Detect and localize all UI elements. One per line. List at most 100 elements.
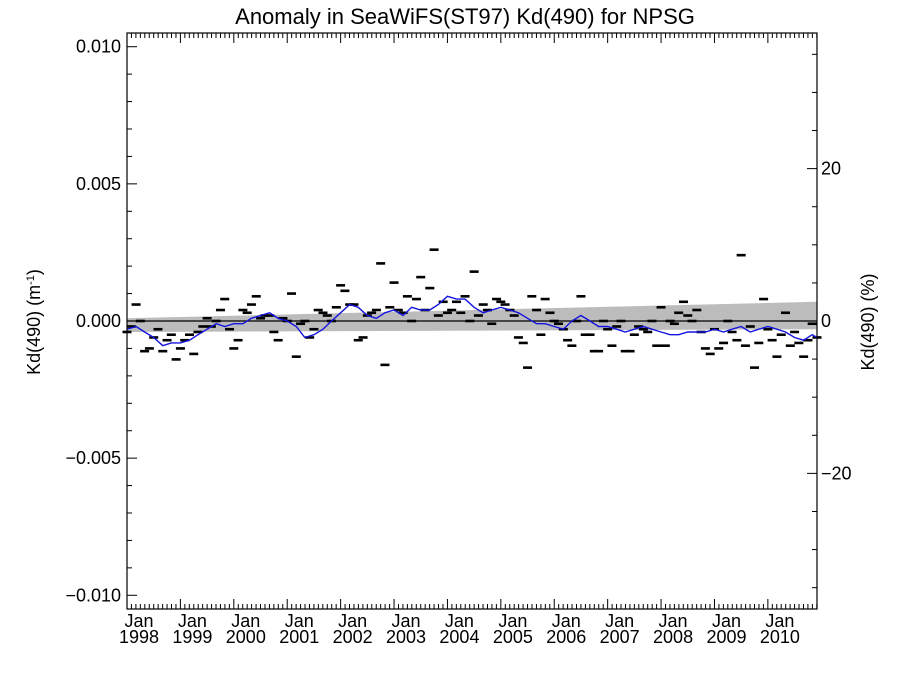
plot-area <box>122 32 822 610</box>
monthly-anomaly-marker <box>723 319 733 323</box>
monthly-anomaly-marker <box>513 336 523 339</box>
monthly-anomaly-marker <box>683 314 693 317</box>
monthly-anomaly-marker <box>665 319 675 323</box>
monthly-anomaly-marker <box>238 308 248 312</box>
monthly-anomaly-marker <box>656 305 666 309</box>
x-tick-month-label: Jan <box>605 611 634 631</box>
monthly-anomaly-marker <box>175 347 185 350</box>
monthly-anomaly-marker <box>393 308 403 312</box>
y-axis-label-right: Kd(490) (%) <box>858 273 878 370</box>
monthly-anomaly-marker <box>669 322 679 326</box>
monthly-anomaly-marker <box>523 366 533 369</box>
monthly-anomaly-marker <box>469 270 479 273</box>
monthly-anomaly-marker <box>460 295 470 298</box>
monthly-anomaly-marker <box>286 292 296 295</box>
monthly-anomaly-marker <box>153 327 163 331</box>
monthly-anomaly-marker <box>719 341 729 345</box>
monthly-anomaly-marker <box>700 347 710 350</box>
monthly-anomaly-marker <box>438 300 448 304</box>
x-tick-year-label: 1999 <box>172 627 212 647</box>
x-tick-month-label: Jan <box>712 611 741 631</box>
monthly-anomaly-marker <box>291 355 301 358</box>
monthly-anomaly-marker <box>736 253 746 257</box>
monthly-anomaly-marker <box>652 344 662 347</box>
monthly-anomaly-marker <box>509 314 519 317</box>
monthly-anomaly-marker <box>732 338 742 342</box>
running-mean-layer <box>126 295 818 347</box>
monthly-anomaly-marker <box>554 322 564 326</box>
monthly-anomaly-marker <box>629 333 639 337</box>
x-tick-year-label: 2007 <box>600 627 640 647</box>
monthly-anomaly-marker <box>500 303 510 306</box>
y-tick-label: −0.005 <box>65 448 121 468</box>
monthly-anomaly-marker <box>647 319 657 323</box>
monthly-anomaly-marker <box>572 319 582 323</box>
monthly-anomaly-marker <box>563 338 573 342</box>
monthly-anomaly-marker <box>643 330 653 334</box>
monthly-anomaly-marker <box>549 319 559 323</box>
monthly-anomaly-marker <box>692 308 702 312</box>
monthly-anomaly-marker <box>482 308 492 312</box>
monthly-anomaly-marker <box>487 322 497 326</box>
monthly-anomaly-marker <box>532 308 542 312</box>
monthly-anomaly-marker <box>496 300 506 304</box>
monthly-anomaly-marker <box>442 311 452 315</box>
monthly-anomaly-marker <box>580 333 590 337</box>
monthly-anomaly-marker <box>385 305 395 309</box>
monthly-anomaly-marker <box>131 303 141 306</box>
monthly-anomaly-marker <box>305 336 315 339</box>
monthly-anomaly-marker <box>660 344 670 347</box>
y-tick-label: 0.000 <box>76 311 121 331</box>
monthly-anomaly-marker <box>126 325 136 328</box>
y-right-tick-label: −20 <box>821 463 852 483</box>
monthly-anomaly-marker <box>251 295 261 298</box>
y-axis-label-close: ) <box>24 269 44 275</box>
monthly-anomaly-marker <box>336 284 346 287</box>
monthly-anomaly-marker <box>162 338 172 342</box>
x-tick-year-label: 2005 <box>493 627 533 647</box>
monthly-anomaly-marker <box>585 333 595 337</box>
monthly-anomaly-marker <box>180 338 190 342</box>
monthly-anomaly-marker <box>309 327 319 331</box>
x-tick-month-label: Jan <box>765 611 794 631</box>
monthly-anomaly-marker <box>740 344 750 347</box>
chart-title: Anomaly in SeaWiFS(ST97) Kd(490) for NPS… <box>235 4 695 29</box>
running-mean-line <box>126 295 818 347</box>
x-tick-month-label: Jan <box>178 611 207 631</box>
monthly-anomaly-marker <box>616 319 626 323</box>
monthly-anomaly-marker <box>678 300 688 304</box>
monthly-anomaly-marker <box>225 327 235 331</box>
monthly-anomaly-marker <box>340 289 350 293</box>
monthly-anomaly-marker <box>367 311 377 315</box>
monthly-anomaly-marker <box>750 366 760 369</box>
monthly-anomaly-marker <box>265 314 275 317</box>
monthly-anomaly-marker <box>416 275 426 279</box>
monthly-anomaly-marker <box>376 262 386 265</box>
monthly-anomaly-marker <box>296 322 306 326</box>
monthly-anomaly-marker <box>135 319 145 323</box>
monthly-anomaly-marker <box>473 314 483 317</box>
monthly-anomaly-marker <box>714 347 724 350</box>
monthly-anomaly-marker <box>273 338 283 342</box>
monthly-anomaly-marker <box>638 327 648 331</box>
monthly-anomaly-marker <box>246 303 256 306</box>
monthly-anomaly-marker <box>545 311 555 315</box>
monthly-anomaly-marker <box>433 314 443 317</box>
monthly-anomaly-marker <box>166 333 176 337</box>
monthly-anomaly-marker <box>158 349 168 353</box>
monthly-anomaly-marker <box>220 297 230 301</box>
monthly-anomaly-marker <box>527 295 537 298</box>
x-tick-month-label: Jan <box>445 611 474 631</box>
monthly-anomaly-marker <box>754 341 764 345</box>
x-tick-year-label: 2008 <box>653 627 693 647</box>
y-axis-label-superscript: -1 <box>25 275 37 285</box>
x-tick-year-label: 2002 <box>333 627 373 647</box>
monthly-anomaly-marker <box>465 319 475 323</box>
monthly-anomaly-marker <box>763 327 773 331</box>
y-tick-label: 0.005 <box>76 174 121 194</box>
monthly-anomaly-marker <box>358 336 368 339</box>
monthly-anomaly-marker <box>492 297 502 301</box>
monthly-anomaly-marker <box>674 311 684 315</box>
monthly-anomaly-marker <box>772 355 782 358</box>
